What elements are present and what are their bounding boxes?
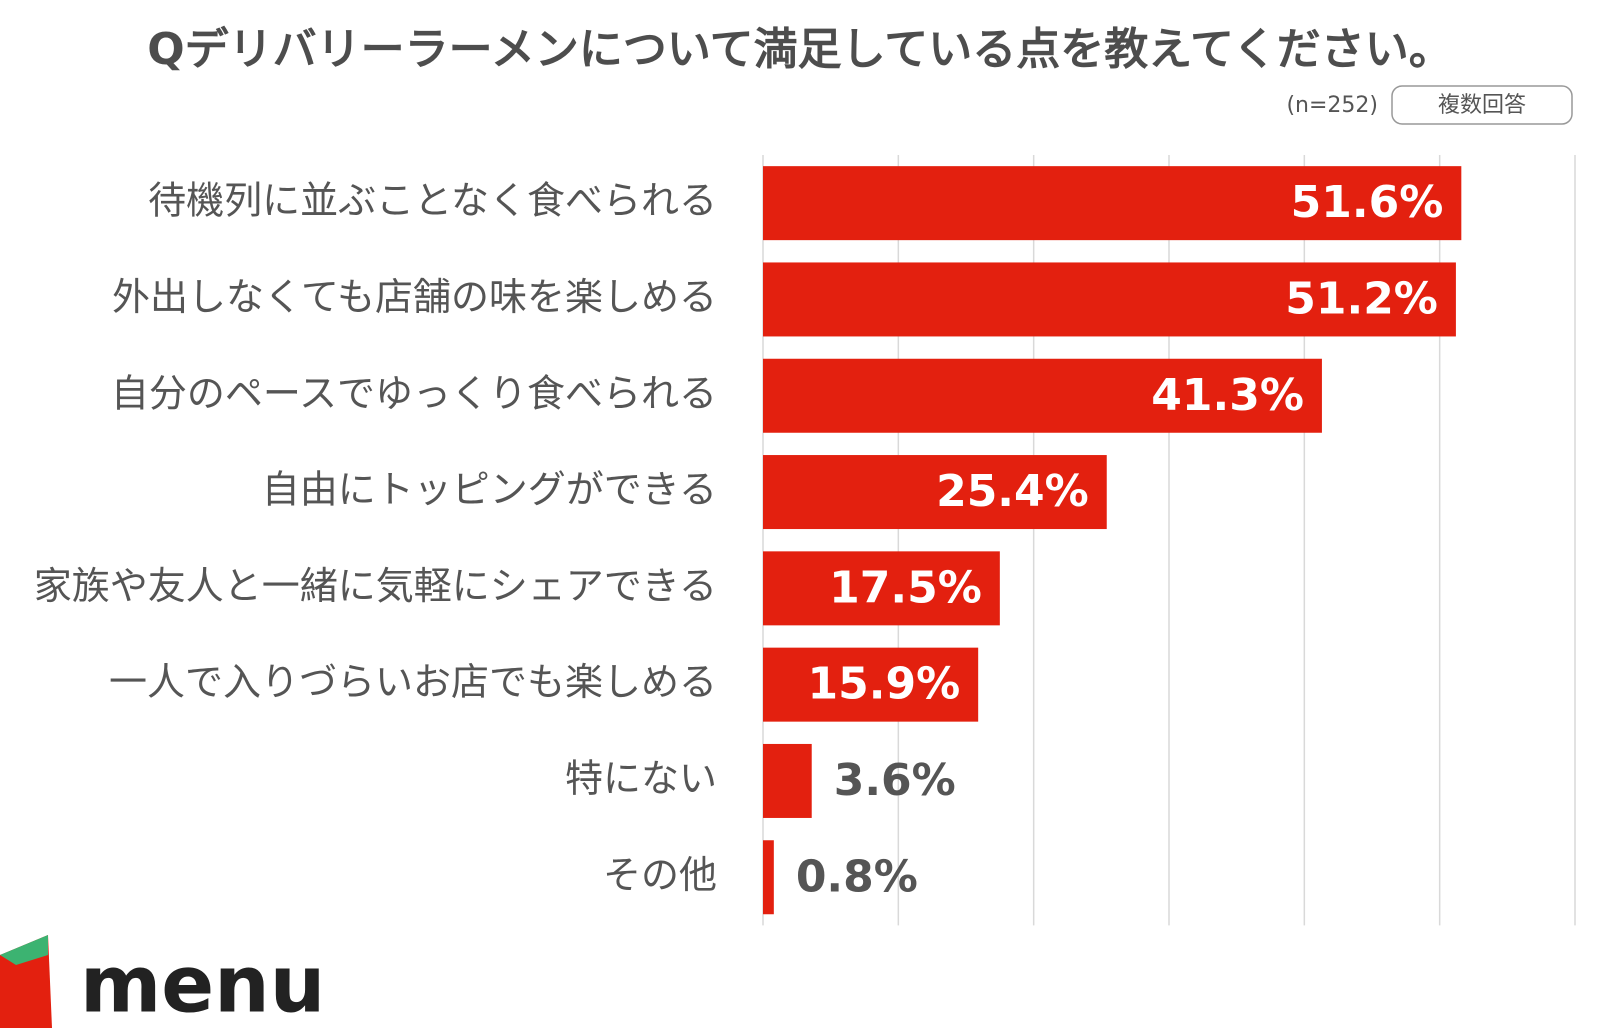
category-label: 特にない	[565, 756, 717, 800]
category-label: 自分のペースでゆっくり食べられる	[111, 371, 717, 415]
value-label: 17.5%	[829, 562, 982, 613]
bar	[763, 743, 812, 818]
bar	[763, 262, 1456, 337]
value-label: 51.2%	[1285, 273, 1438, 324]
badge: 複数回答	[1438, 93, 1526, 118]
logo: menu	[0, 935, 325, 1028]
bar	[763, 551, 1000, 626]
bar	[763, 647, 979, 722]
logo-leaf	[0, 935, 48, 965]
bar	[763, 358, 1322, 433]
category-label: 家族や友人と一緒に気軽にシェアできる	[34, 564, 717, 608]
logo-text: menu	[80, 940, 325, 1028]
badge-box	[1391, 85, 1573, 125]
category-label: 待機列に並ぶことなく食べられる	[148, 179, 717, 223]
bar	[763, 455, 1107, 530]
category-label: その他	[603, 853, 717, 897]
category-label: 一人で入りづらいお店でも楽しめる	[109, 660, 717, 704]
bar	[763, 840, 774, 915]
category-label: 自由にトッピングができる	[262, 468, 717, 512]
chart-title: Qデリバリーラーメンについて満足している点を教えてください。	[147, 24, 1452, 75]
value-label: 25.4%	[936, 466, 1089, 517]
value-label: 3.6%	[834, 755, 956, 806]
value-label: 51.6%	[1291, 177, 1444, 228]
value-label: 15.9%	[808, 659, 961, 710]
value-label: 41.3%	[1151, 370, 1304, 421]
sample-note: (n=252)	[1286, 93, 1378, 118]
bar	[763, 166, 1462, 241]
category-label: 外出しなくても店舗の味を楽しめる	[112, 275, 717, 319]
value-label: 0.8%	[796, 851, 918, 902]
